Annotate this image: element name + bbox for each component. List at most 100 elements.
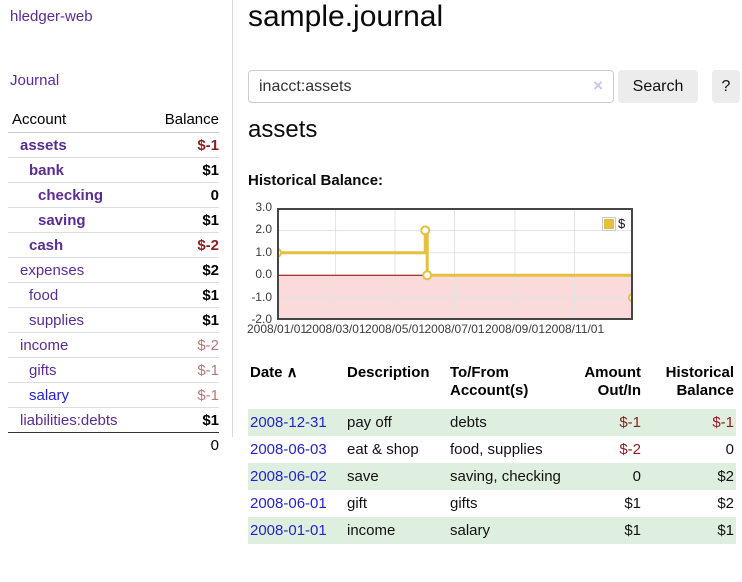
account-link-assets[interactable]: assets	[20, 137, 67, 154]
sidebar-divider	[232, 0, 233, 437]
x-axis-tick-label: 2008/11/01	[544, 322, 605, 336]
account-row: food $1	[8, 282, 219, 308]
account-row: assets $-1	[8, 133, 219, 158]
y-axis-tick-label: 3.0	[255, 200, 272, 214]
transaction-accounts: gifts	[450, 495, 478, 512]
transaction-date-cell: 2008-06-02	[248, 463, 345, 490]
transaction-accounts: saving, checking	[450, 468, 561, 485]
account-link-food[interactable]: food	[29, 287, 59, 304]
account-name-cell: income	[8, 332, 146, 358]
account-balance: $-1	[197, 137, 219, 154]
account-name-cell: checking	[8, 182, 146, 208]
register-row: 2008-06-01 gift gifts $1 $2	[248, 490, 736, 517]
chart-title: Historical Balance:	[248, 172, 384, 189]
register-header-date[interactable]: Date ∧	[250, 364, 298, 381]
account-balance: $1	[145, 407, 219, 433]
help-button[interactable]: ?	[712, 70, 740, 103]
register-header-description: Description	[347, 364, 430, 381]
transaction-balance: $2	[717, 495, 734, 512]
legend-label: $	[618, 216, 626, 231]
legend-swatch-icon	[602, 216, 616, 231]
account-name-cell: salary	[8, 382, 146, 408]
account-row: checking 0	[8, 182, 219, 208]
account-link-supplies[interactable]: supplies	[29, 312, 85, 329]
account-balance: $1	[145, 282, 219, 308]
x-axis-tick-label: 2008/09/01	[484, 322, 546, 336]
account-row: cash $-2	[8, 232, 219, 258]
transaction-date-cell: 2008-06-01	[248, 490, 345, 517]
transaction-description: income	[347, 522, 396, 539]
transaction-date-link[interactable]: 2008-06-02	[250, 468, 327, 485]
account-link-saving[interactable]: saving	[38, 212, 86, 229]
historical-balance-chart: 3.0 2.0 1.0 0.0 -1.0 -2.0 2008/01/01 2008/03/01…	[240, 198, 742, 342]
account-link-salary[interactable]: salary	[29, 387, 70, 404]
clear-search-icon[interactable]: ×	[593, 76, 603, 95]
search-input-wrap: ×	[248, 70, 614, 103]
transaction-date-link[interactable]: 2008-06-03	[250, 441, 327, 458]
y-axis-tick-label: 1.0	[255, 244, 272, 259]
account-balance: $-1	[145, 357, 219, 383]
transaction-accounts: salary	[450, 522, 491, 539]
account-row: income $-2	[8, 332, 219, 358]
transaction-amount: $-1	[619, 414, 641, 431]
account-row: liabilities:debts $1	[8, 407, 219, 433]
account-row: expenses $2	[8, 257, 219, 283]
register-table: Date ∧ Description To/From Account(s) Amoun…	[248, 362, 736, 544]
account-name-cell: bank	[8, 157, 146, 183]
account-row: supplies $1	[8, 307, 219, 333]
account-balance: $1	[145, 307, 219, 333]
accounts-column-header: Account	[8, 108, 146, 133]
account-balance: $1	[145, 157, 219, 183]
y-axis-tick-label: -1.0	[251, 289, 272, 304]
transaction-balance: 0	[725, 441, 734, 458]
account-balance: $-2	[145, 332, 219, 358]
chart-legend: $	[602, 216, 625, 231]
transaction-balance: $1	[717, 522, 734, 539]
account-balance: $1	[145, 207, 219, 233]
transaction-description: save	[347, 468, 379, 485]
y-axis-tick-label: 2.0	[255, 222, 272, 237]
chart-plot-area	[277, 208, 633, 320]
transaction-date-cell: 2008-01-01	[248, 517, 345, 544]
transaction-accounts: debts	[450, 414, 487, 431]
account-name-cell: gifts	[8, 357, 146, 383]
transaction-description: gift	[347, 495, 368, 512]
account-name-cell: saving	[8, 207, 146, 233]
account-link-bank[interactable]: bank	[29, 162, 65, 179]
x-axis-tick-label: 2008/03/01	[305, 322, 366, 336]
y-axis-tick-label: 0.0	[255, 267, 272, 282]
account-balance: $-1	[145, 382, 219, 408]
transaction-accounts: food, supplies	[450, 441, 543, 458]
register-header-to-from-account-s-: To/From Account(s)	[450, 364, 529, 399]
search-button[interactable]: Search	[618, 70, 698, 103]
transaction-date-link[interactable]: 2008-12-31	[250, 414, 327, 431]
transaction-description: pay off	[347, 414, 392, 431]
account-balance: $2	[145, 257, 219, 283]
balance-column-header: Balance	[145, 108, 219, 133]
sort-asc-icon: ∧	[282, 364, 298, 381]
app-title-link[interactable]: hledger-web	[10, 8, 93, 25]
register-header-amount-out-in: Amount Out/In	[584, 364, 641, 399]
account-name-cell: expenses	[8, 257, 146, 283]
y-axis-tick-label: -2.0	[251, 312, 272, 326]
transaction-date-cell: 2008-06-03	[248, 436, 345, 463]
account-row: salary $-1	[8, 382, 219, 408]
sidebar-item-journal[interactable]: Journal	[10, 72, 60, 89]
account-link-expenses[interactable]: expenses	[20, 262, 85, 279]
account-balance: $-2	[145, 232, 219, 258]
transaction-date-link[interactable]: 2008-01-01	[250, 522, 327, 539]
account-link-gifts[interactable]: gifts	[29, 362, 57, 379]
search-input[interactable]	[249, 71, 589, 101]
accounts-total-row: 0	[8, 432, 219, 457]
account-link-cash[interactable]: cash	[29, 237, 64, 254]
x-axis-tick-label: 2008/05/01	[365, 322, 426, 336]
account-link-liabilities:debts[interactable]: liabilities:debts	[20, 412, 118, 429]
transaction-amount: 0	[632, 468, 641, 485]
register-row: 2008-12-31 pay off debts $-1 $-1	[248, 409, 736, 436]
transaction-balance: $-1	[712, 414, 734, 431]
accounts-table: Account Balance assets $-1 bank $1 checking 0…	[8, 108, 219, 457]
transaction-date-link[interactable]: 2008-06-01	[250, 495, 327, 512]
account-link-checking[interactable]: checking	[38, 187, 104, 204]
account-link-income[interactable]: income	[20, 337, 69, 354]
